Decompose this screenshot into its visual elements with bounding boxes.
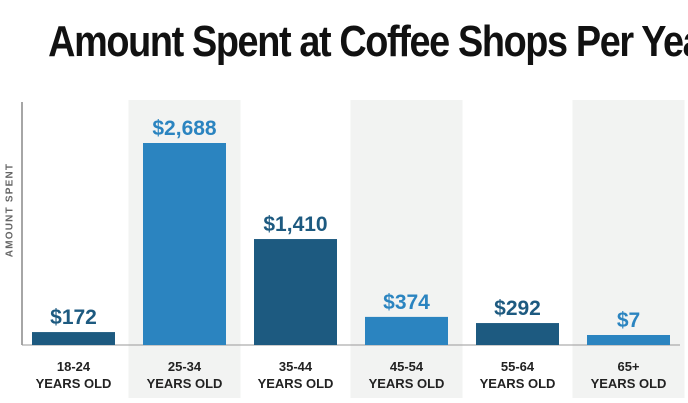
chart-title: Amount Spent at Coffee Shops Per Year: [48, 17, 688, 66]
bar-value-label: $7: [617, 309, 640, 332]
x-tick-label-unit: YEARS OLD: [147, 376, 223, 391]
x-tick-label-range: 18-24: [57, 359, 91, 374]
bar-value-label: $2,688: [152, 117, 217, 140]
bar: [365, 316, 448, 345]
x-tick-label-range: 25-34: [168, 359, 202, 374]
bar-value-label: $1,410: [263, 213, 327, 236]
bar: [32, 332, 115, 345]
x-tick-label-unit: YEARS OLD: [480, 376, 556, 391]
bar: [476, 323, 559, 345]
bar: [587, 335, 670, 345]
x-tick-label-unit: YEARS OLD: [36, 376, 112, 391]
bar-value-label: $292: [494, 297, 541, 320]
x-tick-labels-group: 18-24 YEARS OLD 25-34 YEARS OLD 35-44 YEARS O…: [36, 359, 667, 391]
background-band: [572, 100, 685, 398]
x-tick-label-unit: YEARS OLD: [591, 376, 667, 391]
x-tick-label-range: 45-54: [390, 359, 424, 374]
x-tick-label-unit: YEARS OLD: [258, 376, 334, 391]
bar-value-label: $374: [383, 291, 430, 314]
bars-group: [32, 143, 670, 345]
value-labels-group: $172 $2,688 $1,410 $374 $292 $7: [50, 117, 640, 332]
background-band: [350, 100, 463, 398]
bar-value-label: $172: [50, 306, 97, 329]
bar: [143, 143, 226, 345]
x-tick-label-range: 55-64: [501, 359, 535, 374]
bar: [254, 239, 337, 345]
x-tick-label-range: 35-44: [279, 359, 313, 374]
x-tick-label-range: 65+: [617, 359, 639, 374]
x-tick-label-unit: YEARS OLD: [369, 376, 445, 391]
